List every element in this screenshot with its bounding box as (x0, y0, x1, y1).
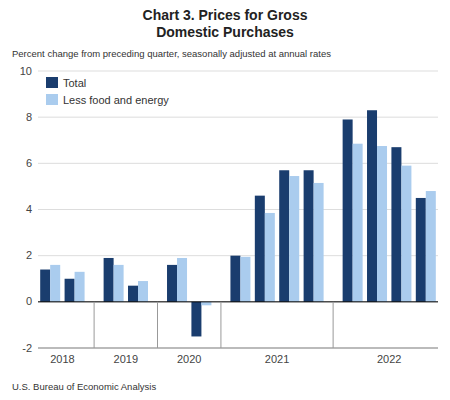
grid-line (38, 117, 438, 118)
bar (426, 191, 436, 302)
bar (416, 198, 426, 302)
chart-container: Chart 3. Prices for GrossDomestic Purcha… (0, 0, 450, 400)
x-axis-line (38, 348, 438, 349)
bar (343, 119, 353, 301)
zero-line (38, 301, 438, 302)
x-tick-label: 2018 (50, 353, 74, 365)
grid-line (38, 348, 438, 349)
grid-line (38, 71, 438, 72)
bar (104, 258, 114, 302)
group-separator (220, 302, 221, 348)
group-separator (333, 302, 334, 348)
bar (353, 144, 363, 302)
y-tick-label: 8 (26, 111, 32, 123)
legend-label: Total (63, 77, 86, 89)
bar (75, 272, 85, 302)
bar (391, 147, 401, 302)
x-tick-label: 2022 (377, 353, 401, 365)
bar (114, 265, 124, 302)
bar (265, 213, 275, 302)
chart: Chart 3. Prices for GrossDomestic Purcha… (0, 0, 450, 400)
y-tick-label: -2 (22, 342, 32, 354)
source-note: U.S. Bureau of Economic Analysis (12, 381, 156, 392)
bar (177, 258, 187, 302)
bar (255, 196, 265, 302)
bars (40, 110, 436, 336)
y-tick-label: 4 (26, 203, 32, 215)
y-tick-label: 6 (26, 157, 32, 169)
bar (367, 110, 377, 302)
bar (201, 302, 211, 305)
bar (40, 270, 50, 302)
subtitle: Percent change from preceding quarter, s… (12, 48, 331, 59)
title: Chart 3. Prices for GrossDomestic Purcha… (143, 7, 308, 40)
bar (377, 146, 387, 302)
bar (304, 170, 314, 302)
legend: Total Less food and energy (46, 77, 169, 106)
bar (314, 183, 324, 302)
bar (167, 265, 177, 302)
legend-label: Less food and energy (63, 94, 169, 106)
legend-swatch (46, 77, 58, 88)
bar (138, 281, 148, 302)
x-tick-label: 2020 (177, 353, 201, 365)
x-tick-label: 2019 (114, 353, 138, 365)
legend-swatch (46, 94, 58, 105)
y-tick-label: 0 (26, 295, 32, 307)
grid (38, 71, 438, 348)
bar (289, 176, 299, 302)
x-tick-label: 2021 (265, 353, 289, 365)
bar (191, 302, 201, 337)
bar (128, 286, 138, 302)
bar (401, 166, 411, 302)
y-tick-label: 10 (20, 65, 32, 77)
bar (230, 256, 240, 302)
group-separator (157, 302, 158, 348)
bar (279, 170, 289, 302)
bar (50, 265, 60, 302)
group-separator (94, 302, 95, 348)
bar (240, 257, 250, 302)
grid-line (38, 301, 438, 302)
bar (65, 279, 75, 302)
y-tick-label: 2 (26, 249, 32, 261)
